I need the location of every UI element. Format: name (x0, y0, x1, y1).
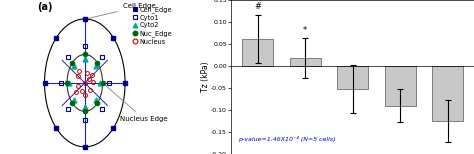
Text: Nucleus Edge: Nucleus Edge (105, 85, 168, 122)
Text: *: * (303, 26, 307, 35)
Text: (a): (a) (37, 2, 53, 12)
Text: p-value=1.46X10⁻⁴ (N=5 cells): p-value=1.46X10⁻⁴ (N=5 cells) (238, 136, 336, 142)
Bar (384, 66, 416, 106)
Y-axis label: Tz (kPa): Tz (kPa) (201, 62, 210, 92)
Bar (337, 66, 368, 89)
Text: #: # (254, 2, 261, 11)
Bar (242, 39, 273, 66)
Bar (432, 66, 463, 121)
Text: Cell Edge: Cell Edge (89, 4, 155, 18)
Bar (290, 58, 320, 66)
Legend: Cell_Edge, Cyto1, Cyto2, Nuc_Edge, Nucleus: Cell_Edge, Cyto1, Cyto2, Nuc_Edge, Nucle… (132, 6, 172, 45)
